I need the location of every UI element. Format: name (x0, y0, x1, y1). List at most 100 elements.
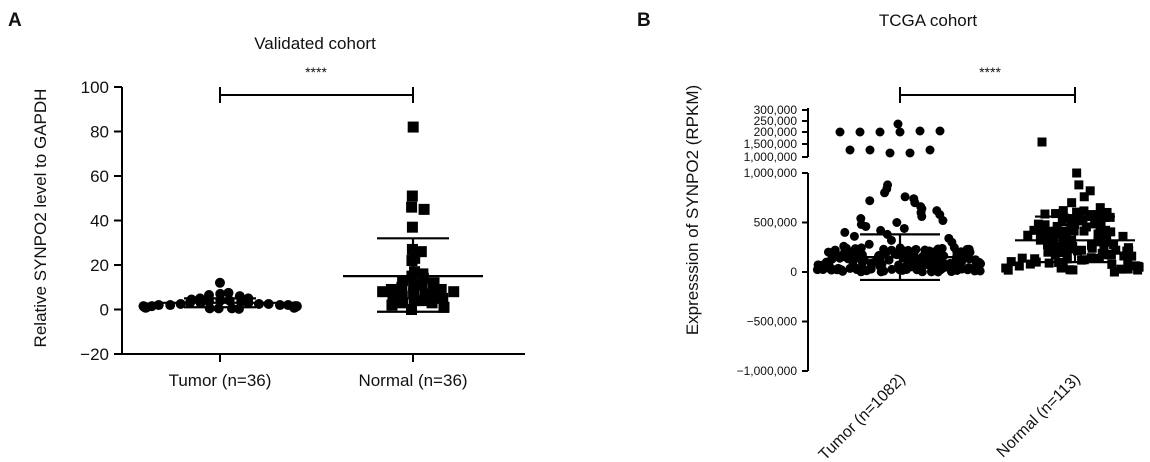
chart-b-point (1059, 234, 1068, 243)
chart-b-point (1124, 243, 1133, 252)
chart-a-point (386, 300, 397, 311)
chart-a-axes (122, 87, 525, 354)
chart-b-ytick-label: −1,000,000 (737, 364, 798, 378)
chart-a-point (407, 191, 418, 202)
chart-b-point-upper (936, 127, 945, 136)
chart-a-point (407, 222, 418, 233)
chart-b-ylabel: Expresssion of SYNPO2 (RPKM) (683, 85, 702, 335)
chart-a-category-label: Tumor (n=36) (169, 371, 272, 390)
chart-a-point (165, 300, 175, 310)
chart-a-point (406, 202, 417, 213)
chart-b-point (1133, 266, 1142, 275)
chart-a-significance: **** (305, 64, 327, 80)
panel-label-b: B (637, 10, 651, 31)
chart-a-category-label: Normal (n=36) (358, 371, 467, 390)
chart-b-point (1119, 251, 1128, 260)
chart-b-point-upper (866, 146, 875, 155)
chart-a-ytick-label: 40 (90, 212, 109, 231)
chart-b-point (901, 192, 910, 201)
chart-a-points (138, 122, 459, 315)
chart-b-point (900, 224, 909, 233)
chart-b-point (1111, 246, 1120, 255)
chart-b-point (1015, 262, 1024, 271)
chart-a-ytick-label: 100 (81, 78, 109, 97)
chart-b-point (831, 252, 840, 261)
chart-b-point (933, 248, 942, 257)
chart-b-point (1096, 203, 1105, 212)
chart-b-point (917, 212, 926, 221)
chart-b-point (964, 263, 973, 272)
chart-b-title: TCGA cohort (879, 11, 978, 30)
chart-a-ytick-label: 20 (90, 256, 109, 275)
chart-b-point (827, 266, 836, 275)
chart-b-point (1100, 238, 1109, 247)
chart-b-ytick-label: −500,000 (747, 315, 798, 329)
chart-b-point (922, 260, 931, 269)
chart-b-point (1087, 253, 1096, 262)
chart-b-point-upper (836, 128, 845, 137)
chart-b-point (1092, 218, 1101, 227)
chart-b-point (964, 247, 973, 256)
chart-panel-b: TCGA cohort Expresssion of SYNPO2 (RPKM)… (683, 11, 1144, 462)
chart-b-point (865, 240, 874, 249)
chart-b-ytick-label: 0 (790, 265, 797, 279)
chart-b-point (1068, 265, 1077, 274)
chart-a-point (234, 304, 244, 314)
chart-a-point (215, 278, 225, 288)
chart-b-point (1077, 246, 1086, 255)
chart-a-title: Validated cohort (254, 34, 376, 53)
chart-b-point (1127, 252, 1136, 261)
chart-b-ytick-label: 500,000 (754, 216, 798, 230)
chart-b-point (953, 260, 962, 269)
chart-a-ytick-label: 60 (90, 167, 109, 186)
chart-b-point-upper (916, 127, 925, 136)
chart-b-point-upper (906, 149, 915, 158)
chart-b-point (813, 265, 822, 274)
chart-a-point (214, 303, 224, 313)
chart-b-point-upper (926, 146, 935, 155)
chart-b-point (880, 188, 889, 197)
chart-b-point (1042, 228, 1051, 237)
chart-b-point (1059, 206, 1068, 215)
chart-b-point (858, 264, 867, 273)
chart-a-categories: Tumor (n=36) Normal (n=36) (169, 354, 468, 390)
chart-b-point (840, 228, 849, 237)
chart-b-point-upper (894, 120, 903, 129)
chart-b-point (1026, 260, 1035, 269)
chart-a-point (141, 303, 151, 313)
chart-b-point (865, 196, 874, 205)
chart-b-point (1001, 264, 1010, 273)
chart-a-point (264, 299, 274, 309)
chart-b-point (1103, 250, 1112, 259)
chart-a-point (377, 286, 388, 297)
chart-b-category-label: Normal (n=113) (994, 371, 1084, 461)
chart-b-point (934, 268, 943, 277)
chart-b-point (911, 258, 920, 267)
chart-b-point (947, 238, 956, 247)
chart-b-category-label: Tumor (n=1082) (816, 371, 909, 462)
chart-b-ytick-label: 1,000,000 (744, 166, 798, 180)
chart-b-point (938, 216, 947, 225)
chart-b-point (1018, 254, 1027, 263)
chart-b-point (1023, 231, 1032, 240)
chart-b-point (1074, 180, 1083, 189)
chart-b-ytick-label-upper: 1,500,000 (744, 137, 798, 151)
chart-b-point-upper (1038, 138, 1047, 147)
chart-a-point (408, 122, 419, 133)
chart-b-points (813, 120, 1144, 277)
chart-b-point (947, 267, 956, 276)
chart-b-point (1110, 268, 1119, 277)
chart-b-point (879, 267, 888, 276)
chart-a-point (205, 303, 215, 313)
chart-b-point (925, 246, 934, 255)
chart-b-yticks: 300,000250,000200,0001,500,0001,000,000−… (737, 103, 808, 378)
chart-b-point (861, 222, 870, 231)
chart-a-ylabel: Relative SYNPO2 level to GAPDH (31, 89, 50, 348)
chart-b-point (1077, 256, 1086, 265)
chart-b-point (1080, 192, 1089, 201)
chart-b-point-upper (846, 146, 855, 155)
chart-a-ytick-label: 0 (100, 301, 109, 320)
chart-b-point (1072, 169, 1081, 178)
chart-b-point (1043, 248, 1052, 257)
